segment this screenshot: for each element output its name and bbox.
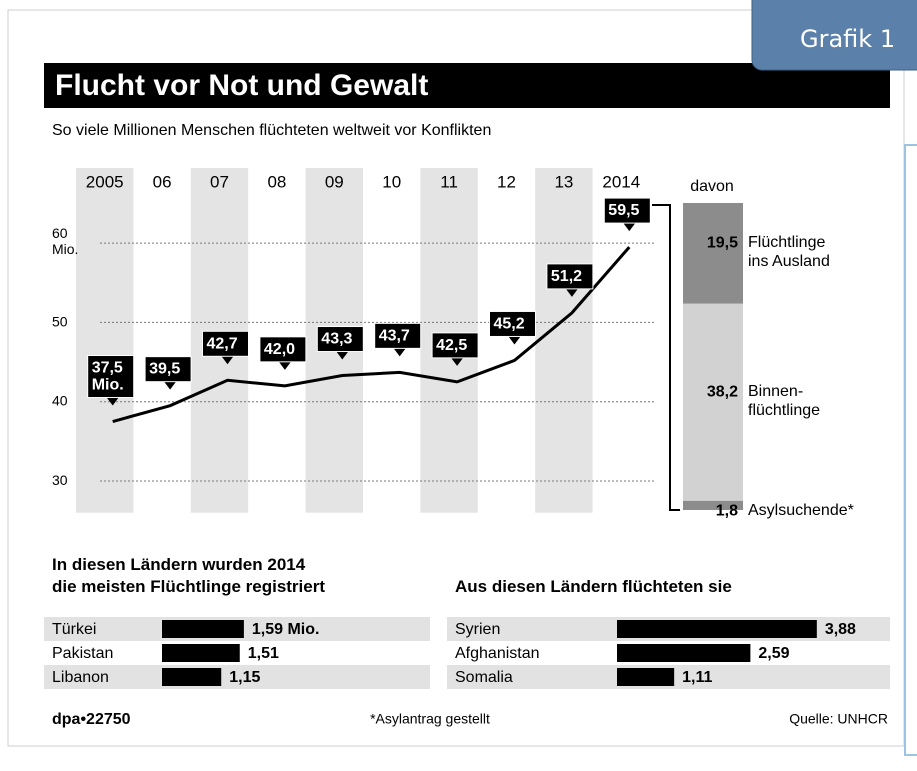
value-label: 45,2 [494,316,525,333]
value-label: 39,5 [149,361,180,378]
y-tick-label: 40 [52,392,68,408]
value-label: 37,5 Mio. [92,360,124,394]
footer-id: dpa•22750 [52,711,131,728]
category-label: Türkei [52,621,96,638]
value-label: 59,5 [608,202,639,219]
label-box [316,326,364,353]
label-box [374,322,422,349]
label-box [202,330,249,357]
bar [617,668,675,686]
legend-label: Asylsuchende* [748,502,854,520]
label-pointer [508,336,521,345]
value-label: 43,7 [379,328,410,345]
stack-title: davon [690,178,734,195]
y-tick-label: 50 [52,313,68,329]
label-pointer [221,356,234,365]
title-bar [44,63,890,108]
segment-value: 38,2 [707,383,738,400]
category-label: Syrien [455,621,500,638]
segment-value: 19,5 [707,235,738,252]
label-pointer [451,357,464,366]
value-label: 42,0 [264,341,295,358]
value-label: 1,51 [248,645,279,662]
row-band [44,665,430,689]
chart-title: Flucht vor Not und Gewalt [55,69,428,102]
footer-source: Quelle: UNHCR [789,711,888,727]
stack-segment [683,500,743,510]
subtitle: So viele Millionen Menschen flüchteten w… [52,122,491,139]
x-tick-label: 12 [497,172,516,191]
x-tick-label: 13 [554,172,573,191]
stack-segment [683,303,743,501]
label-box [87,355,135,399]
x-tick-label: 10 [382,172,401,191]
x-tick-label: 11 [440,172,458,191]
label-pointer [164,381,177,390]
column-band [76,168,134,513]
bar [162,668,222,686]
label-box [144,356,192,383]
segment-value: 1,8 [716,503,738,520]
label-box [431,332,479,359]
value-label: 1,15 [229,669,260,686]
value-label: 1,59 Mio. [252,621,320,638]
label-box [489,310,536,337]
legend-label: Binnen-flüchtlinge [748,383,821,420]
value-label: 51,2 [551,268,582,285]
tab-label: Grafik 1 [800,25,895,53]
category-label: Pakistan [52,645,113,662]
x-tick-label: 09 [325,172,344,191]
y-tick-label: 30 [52,472,68,488]
line [112,246,631,423]
label-pointer [278,361,291,370]
value-label: 42,7 [207,336,238,353]
value-label: 2,59 [758,645,789,662]
category-label: Libanon [52,669,109,686]
label-pointer [106,397,119,406]
x-tick-label: 06 [153,172,172,191]
bar [617,620,817,638]
value-label: 3,88 [825,621,856,638]
section-title: Aus diesen Ländern flüchteten sie [455,577,732,596]
x-tick-label: 08 [267,172,286,191]
x-tick-label: 2014 [602,172,640,191]
legend-label: Flüchtlinge ins Ausland [748,234,830,271]
bar [617,644,751,662]
label-box [546,263,594,290]
category-label: Somalia [455,669,513,686]
label-pointer [393,348,406,357]
section-title: In diesen Ländern wurden 2014 die meiste… [52,555,326,596]
category-label: Afghanistan [455,645,540,662]
label-pointer [336,351,349,360]
tab [751,0,917,71]
bracket [652,204,680,511]
x-tick-label: 2005 [86,172,124,191]
stack-segment [683,202,743,304]
label-pointer [565,288,578,297]
value-label: 1,11 [682,669,712,686]
side-box [904,144,917,756]
label-pointer [623,223,636,232]
label-box [259,336,307,363]
column-band [535,168,593,513]
y-tick-label: 60 Mio. [52,225,78,257]
value-label: 42,5 [436,337,467,354]
value-label: 43,3 [321,331,352,348]
x-tick-label: 07 [210,172,229,191]
footer-note: *Asylantrag gestellt [370,711,490,727]
bar [162,620,244,638]
label-box [603,197,651,224]
bar [162,644,240,662]
